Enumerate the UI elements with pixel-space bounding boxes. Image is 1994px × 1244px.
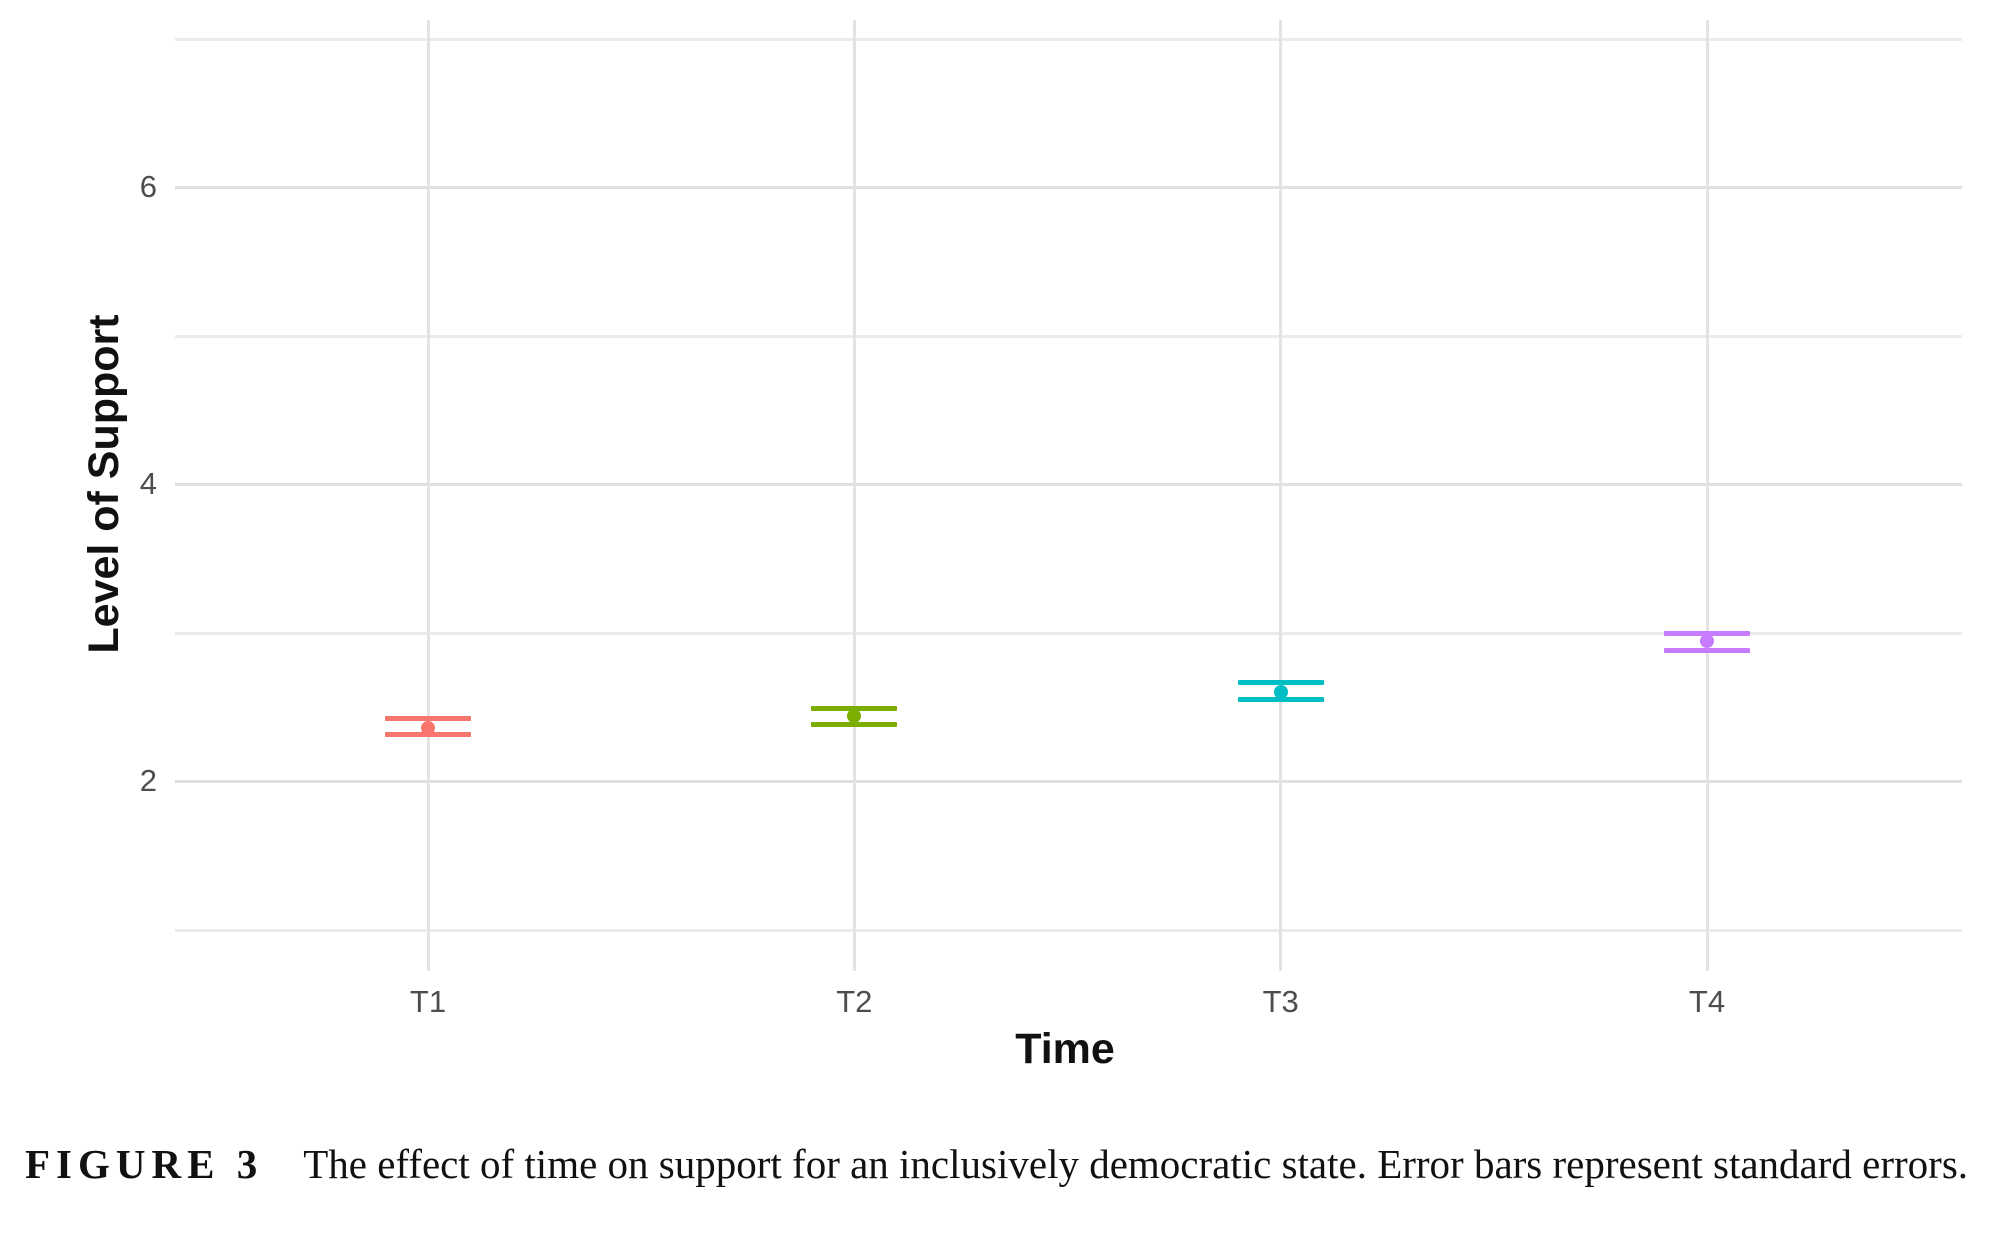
y-tick-label-6: 6 (139, 169, 157, 204)
gridline-x-T4 (1705, 20, 1709, 971)
gridline-y-major-4 (175, 482, 1962, 486)
data-point-T3 (1273, 684, 1288, 699)
y-tick-label-2: 2 (139, 763, 157, 798)
errorbar-bottom-cap-T2 (811, 722, 898, 728)
errorbar-top-cap-T3 (1237, 680, 1324, 686)
figure-caption-text: The effect of time on support for an inc… (303, 1141, 1969, 1187)
errorbar-top-cap-T1 (385, 716, 471, 722)
figure-caption-label: FIGURE 3 (25, 1141, 264, 1187)
errorbar-bottom-cap-T3 (1237, 696, 1324, 702)
gridline-x-T1 (426, 20, 430, 971)
y-axis-title: Level of Support (80, 314, 128, 654)
x-tick-label-T3: T3 (1262, 984, 1299, 1019)
data-point-T1 (421, 720, 435, 735)
gridline-y-major-2 (175, 779, 1962, 783)
gridline-y-minor-3 (175, 631, 1962, 635)
data-point-T2 (847, 708, 862, 723)
gridline-y-minor-7 (175, 37, 1962, 41)
gridline-x-T3 (1279, 20, 1283, 971)
x-tick-label-T2: T2 (836, 984, 873, 1019)
errorbar-top-cap-T4 (1664, 631, 1750, 637)
x-tick-label-T1: T1 (409, 984, 447, 1019)
x-axis-title: Time (1015, 1025, 1115, 1073)
errorbar-top-cap-T2 (811, 705, 898, 711)
gridline-y-minor-1 (175, 928, 1962, 932)
gridline-y-major-6 (175, 185, 1962, 189)
y-tick-label-4: 4 (139, 466, 157, 501)
errorbar-bottom-cap-T4 (1664, 647, 1750, 653)
gridline-x-T2 (852, 20, 856, 971)
figure-caption: FIGURE 3 The effect of time on support fo… (25, 1139, 1970, 1190)
data-point-T4 (1700, 634, 1714, 649)
errorbar-bottom-cap-T1 (385, 732, 471, 738)
gridline-y-minor-5 (175, 334, 1962, 338)
x-tick-label-T4: T4 (1688, 984, 1726, 1019)
